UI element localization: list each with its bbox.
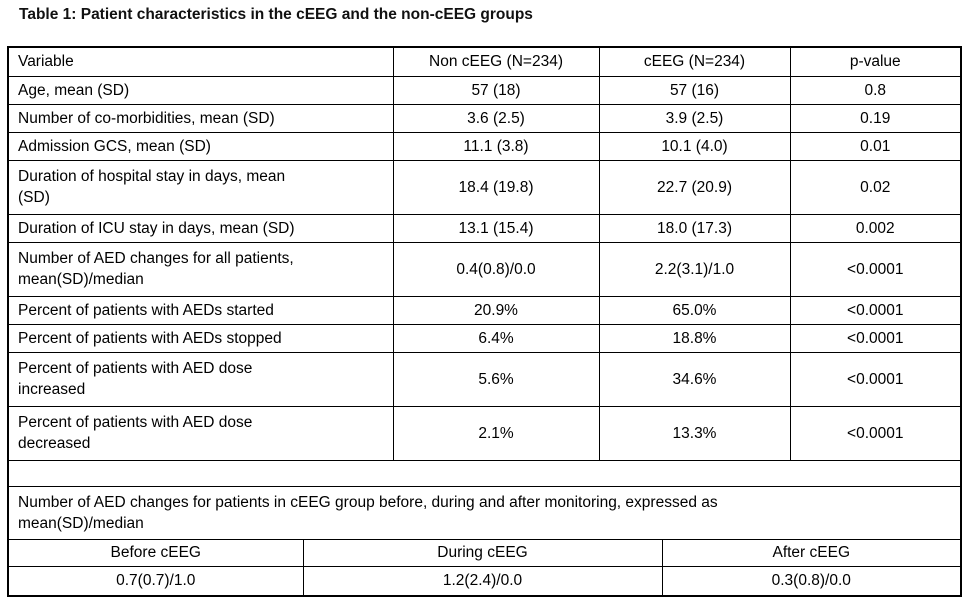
cell-ceeg: 2.2(3.1)/1.0	[598, 241, 791, 297]
empty-row	[9, 459, 960, 487]
cell-ceeg: 3.9 (2.5)	[598, 103, 791, 133]
cell-variable: Percent of patients with AED dose decrea…	[9, 405, 394, 461]
cell-p-value: 0.19	[789, 103, 960, 133]
sub-header-during-ceeg: During cEEG	[302, 539, 663, 567]
cell-p-value: 0.02	[789, 159, 960, 215]
column-header-ceeg: cEEG (N=234)	[598, 48, 791, 77]
table-row: Percent of patients with AEDs started 20…	[9, 295, 960, 325]
cell-non-ceeg: 3.6 (2.5)	[392, 103, 600, 133]
cell-non-ceeg: 2.1%	[392, 405, 600, 461]
footer-note-row: Number of AED changes for patients in cE…	[9, 485, 960, 540]
cell-p-value: <0.0001	[789, 241, 960, 297]
cell-ceeg: 34.6%	[598, 351, 791, 407]
cell-variable: Percent of patients with AED dose increa…	[9, 351, 394, 407]
column-header-variable: Variable	[9, 48, 394, 77]
cell-non-ceeg: 11.1 (3.8)	[392, 131, 600, 161]
main-table: Variable Non cEEG (N=234) cEEG (N=234) p…	[9, 48, 960, 540]
sub-value-during-ceeg: 1.2(2.4)/0.0	[302, 566, 663, 595]
cell-variable: Duration of hospital stay in days, mean …	[9, 159, 394, 215]
cell-non-ceeg: 6.4%	[392, 323, 600, 353]
table-row: Duration of ICU stay in days, mean (SD) …	[9, 213, 960, 243]
cell-p-value: 0.002	[789, 213, 960, 243]
cell-variable: Number of co-morbidities, mean (SD)	[9, 103, 394, 133]
header-row: Variable Non cEEG (N=234) cEEG (N=234) p…	[9, 48, 960, 77]
cell-variable: Age, mean (SD)	[9, 75, 394, 105]
cell-p-value: 0.01	[789, 131, 960, 161]
sub-header-after-ceeg: After cEEG	[661, 539, 960, 567]
patient-characteristics-table: Variable Non cEEG (N=234) cEEG (N=234) p…	[7, 46, 962, 597]
table-row: Percent of patients with AEDs stopped 6.…	[9, 323, 960, 353]
cell-non-ceeg: 18.4 (19.8)	[392, 159, 600, 215]
cell-variable: Admission GCS, mean (SD)	[9, 131, 394, 161]
cell-ceeg: 22.7 (20.9)	[598, 159, 791, 215]
table-row: Age, mean (SD) 57 (18) 57 (16) 0.8	[9, 75, 960, 105]
cell-ceeg: 18.0 (17.3)	[598, 213, 791, 243]
footer-note: Number of AED changes for patients in cE…	[9, 485, 960, 540]
cell-ceeg: 18.8%	[598, 323, 791, 353]
sub-value-before-ceeg: 0.7(0.7)/1.0	[9, 566, 304, 595]
empty-cell	[9, 459, 960, 487]
cell-ceeg: 10.1 (4.0)	[598, 131, 791, 161]
cell-p-value: 0.8	[789, 75, 960, 105]
sub-value-after-ceeg: 0.3(0.8)/0.0	[661, 566, 960, 595]
table-title: Table 1: Patient characteristics in the …	[19, 6, 533, 23]
sub-table-header-row: Before cEEG During cEEG After cEEG	[9, 539, 960, 567]
cell-non-ceeg: 13.1 (15.4)	[392, 213, 600, 243]
cell-ceeg: 65.0%	[598, 295, 791, 325]
cell-non-ceeg: 0.4(0.8)/0.0	[392, 241, 600, 297]
table-row: Number of AED changes for all patients, …	[9, 241, 960, 297]
cell-non-ceeg: 57 (18)	[392, 75, 600, 105]
table-row: Percent of patients with AED dose decrea…	[9, 405, 960, 461]
sub-header-before-ceeg: Before cEEG	[9, 539, 304, 567]
cell-variable: Percent of patients with AEDs stopped	[9, 323, 394, 353]
table-row: Number of co-morbidities, mean (SD) 3.6 …	[9, 103, 960, 133]
sub-table-values-row: 0.7(0.7)/1.0 1.2(2.4)/0.0 0.3(0.8)/0.0	[9, 566, 960, 595]
cell-non-ceeg: 20.9%	[392, 295, 600, 325]
cell-p-value: <0.0001	[789, 295, 960, 325]
cell-p-value: <0.0001	[789, 351, 960, 407]
cell-variable: Percent of patients with AEDs started	[9, 295, 394, 325]
column-header-non-ceeg: Non cEEG (N=234)	[392, 48, 600, 77]
cell-p-value: <0.0001	[789, 405, 960, 461]
cell-variable: Duration of ICU stay in days, mean (SD)	[9, 213, 394, 243]
ceeg-timing-sub-table: Before cEEG During cEEG After cEEG 0.7(0…	[9, 539, 960, 595]
cell-p-value: <0.0001	[789, 323, 960, 353]
cell-ceeg: 13.3%	[598, 405, 791, 461]
cell-ceeg: 57 (16)	[598, 75, 791, 105]
table-row: Duration of hospital stay in days, mean …	[9, 159, 960, 215]
cell-non-ceeg: 5.6%	[392, 351, 600, 407]
table-row: Percent of patients with AED dose increa…	[9, 351, 960, 407]
table-row: Admission GCS, mean (SD) 11.1 (3.8) 10.1…	[9, 131, 960, 161]
cell-variable: Number of AED changes for all patients, …	[9, 241, 394, 297]
column-header-p-value: p-value	[789, 48, 960, 77]
